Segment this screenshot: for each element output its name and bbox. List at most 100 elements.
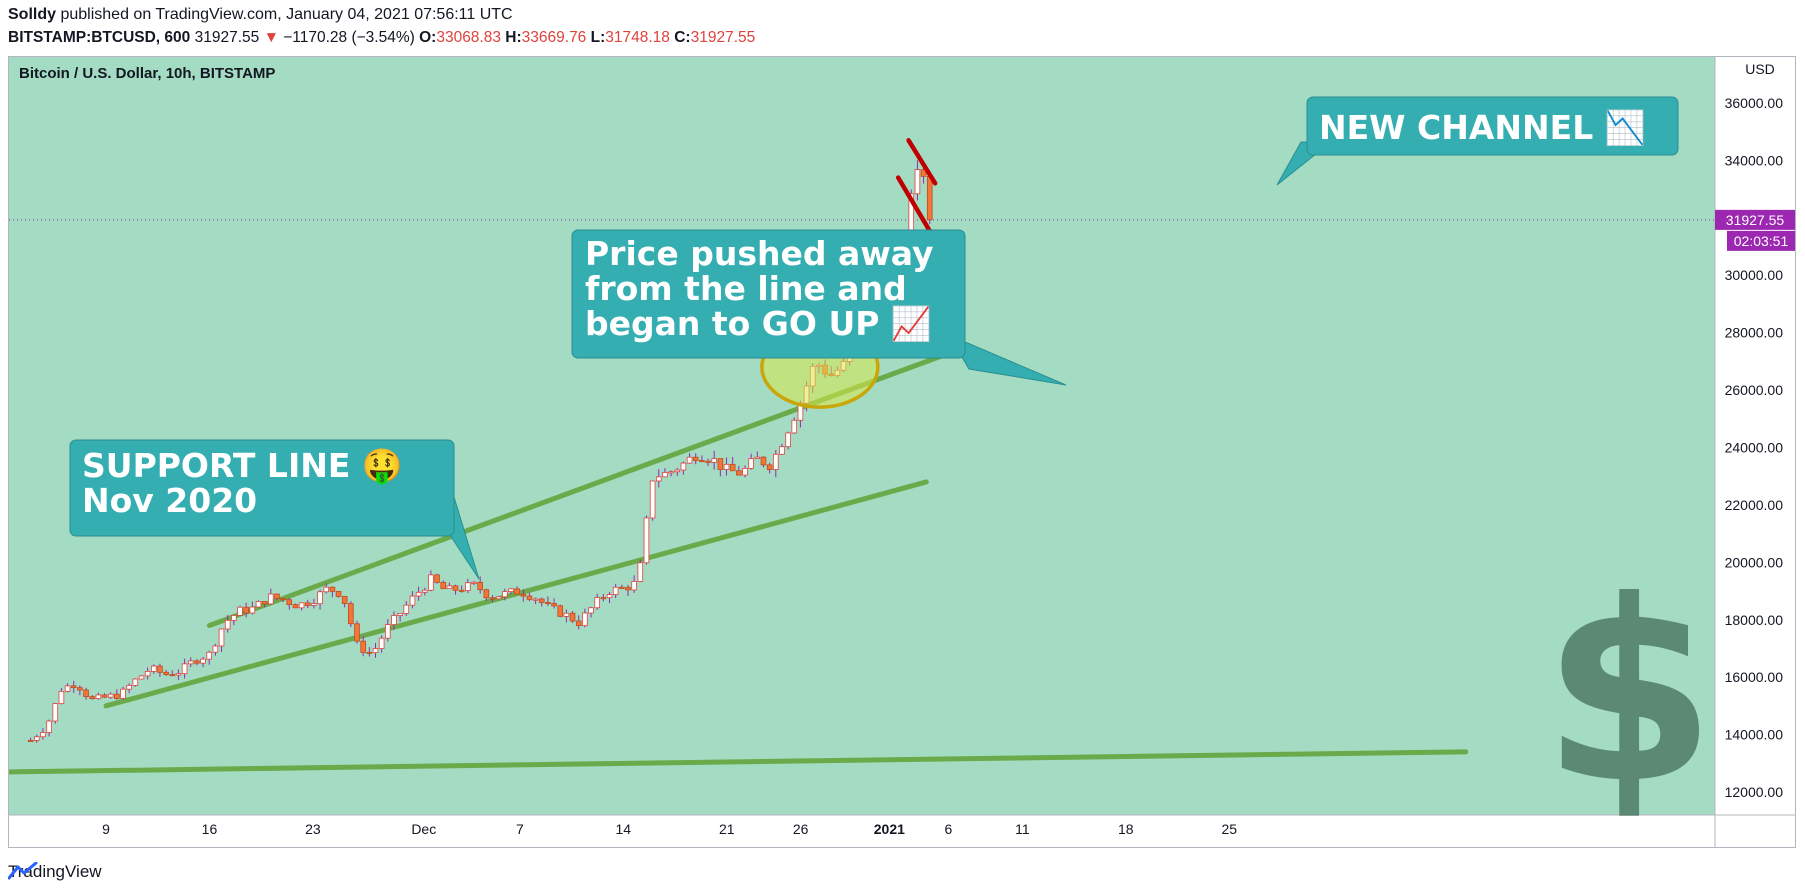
x-tick-label: Dec: [411, 821, 436, 837]
low-value: 31748.18: [605, 29, 670, 46]
candle-body: [711, 458, 717, 463]
candle-body: [237, 606, 243, 616]
candle-body: [662, 472, 668, 478]
candle-body: [582, 612, 588, 627]
pushed-callout[interactable]: Price pushed away from the line and bega…: [571, 229, 1067, 386]
price-chart[interactable]: 12000.00 14000.00 16000.00 18000.00 20000.00…: [9, 57, 1795, 847]
candle-body: [163, 671, 169, 675]
pushed-callout-line1: Price pushed away: [585, 234, 933, 273]
candle-body: [575, 620, 582, 627]
candle-body: [144, 671, 151, 677]
candle-body: [89, 696, 96, 700]
last-price: 31927.55: [194, 29, 260, 46]
candle-body: [231, 615, 237, 621]
candle-body: [292, 604, 299, 609]
long-term-support-line[interactable]: [9, 749, 1469, 775]
candle-body: [354, 623, 360, 642]
x-tick-label: 9: [102, 821, 110, 837]
candle-body: [920, 169, 927, 177]
candle-body: [649, 480, 656, 519]
candle-body: [126, 685, 132, 690]
x-tick-labels: 9 16 23 Dec 7 14 21 26 2021 6 11 18 25: [102, 821, 1237, 837]
candle-body: [483, 589, 490, 599]
candle-body: [692, 456, 699, 461]
candle-body: [699, 460, 705, 463]
candle-body: [27, 739, 34, 742]
candle-body: [471, 581, 477, 584]
candle-body: [77, 687, 83, 691]
candle-body: [120, 688, 126, 699]
candle-body: [360, 640, 366, 653]
candle-body: [114, 693, 120, 699]
candle-body: [760, 456, 767, 466]
candle-body: [914, 169, 921, 195]
candle-body: [532, 598, 539, 601]
candle-body: [95, 694, 102, 700]
y-tick-label: 36000.00: [1725, 95, 1784, 111]
chart-container[interactable]: 12000.00 14000.00 16000.00 18000.00 20000.00…: [8, 56, 1796, 848]
candle-body: [495, 596, 502, 600]
candle-body: [212, 645, 219, 653]
pushed-callout-line3: began to GO UP 📈: [585, 304, 932, 343]
candle-body: [274, 593, 280, 599]
candle-body: [465, 582, 471, 592]
candle-body: [779, 446, 785, 455]
footer-brand[interactable]: TradingView: [8, 862, 102, 882]
candle-body: [668, 471, 674, 474]
x-tick-label: 21: [719, 821, 735, 837]
candle-body: [40, 732, 46, 738]
dollar-sign: $: [1542, 547, 1716, 838]
channel-callout-box: [1306, 96, 1679, 156]
channel-callout[interactable]: NEW CHANNEL 📉: [1276, 96, 1679, 186]
candle-body: [526, 595, 533, 600]
candle-body: [372, 648, 379, 654]
candle-body: [243, 606, 249, 614]
candle-body: [409, 595, 416, 606]
last-price-badge-bg: [1715, 209, 1795, 230]
currency-label: USD: [1745, 61, 1775, 77]
chart-title: Bitcoin / U.S. Dollar, 10h, BITSTAMP: [19, 65, 275, 82]
x-tick-label: 11: [1015, 821, 1030, 837]
candle-body: [317, 591, 323, 605]
candle-body: [557, 605, 564, 617]
channel-callout-title: NEW CHANNEL 📉: [1319, 108, 1646, 147]
author-name[interactable]: Solldy: [8, 6, 57, 23]
time-axis[interactable]: [9, 815, 1715, 847]
candle-body: [101, 694, 108, 698]
candle-body: [70, 685, 77, 689]
last-price-badge-text: 31927.55: [1726, 212, 1785, 228]
candle-body: [594, 597, 600, 609]
channel-top-line[interactable]: [906, 138, 938, 186]
candle-body: [280, 598, 286, 601]
candle-body: [341, 596, 348, 604]
candle-body: [791, 419, 798, 434]
candle-body: [329, 586, 336, 592]
candle-body: [298, 602, 305, 609]
candle-body: [686, 456, 693, 464]
candle-body: [403, 604, 410, 614]
candle-body: [754, 456, 761, 459]
y-tick-label: 16000.00: [1725, 669, 1784, 685]
candle-body: [428, 574, 434, 591]
publish-text: published on TradingView.com, January 04…: [60, 6, 513, 23]
candle-body: [551, 603, 557, 607]
down-arrow-icon: ▼: [263, 29, 279, 46]
close-label: C:: [674, 29, 691, 46]
candle-body: [477, 581, 483, 591]
y-tick-label: 18000.00: [1725, 612, 1784, 628]
candle-body: [200, 658, 206, 664]
price-axis[interactable]: [1715, 57, 1795, 847]
symbol-label: BITSTAMP:BTCUSD, 600: [8, 29, 191, 46]
candle-body: [397, 613, 403, 616]
x-tick-label: 25: [1221, 821, 1237, 837]
candle-body: [631, 581, 637, 591]
candle-body: [606, 594, 613, 599]
candle-body: [545, 602, 551, 605]
candle-body: [206, 651, 213, 660]
candle-body: [446, 585, 453, 590]
candle-body: [440, 581, 447, 590]
publish-info: Solldy published on TradingView.com, Jan…: [8, 6, 513, 24]
support-callout-box: [69, 439, 455, 537]
support-callout[interactable]: SUPPORT LINE 🤑 Nov 2020: [69, 439, 480, 580]
candle-body: [434, 574, 440, 583]
